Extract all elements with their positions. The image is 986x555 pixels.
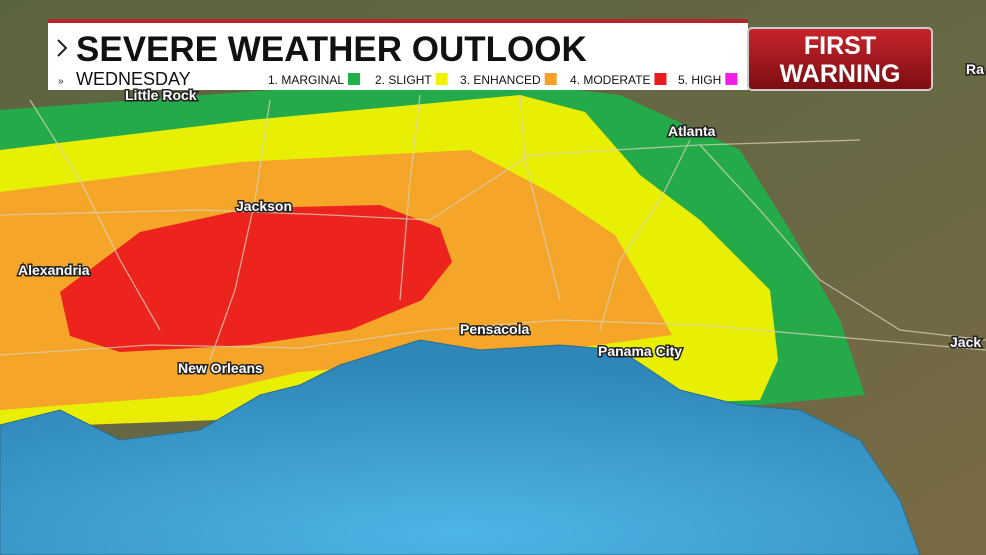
title: SEVERE WEATHER OUTLOOK [76, 30, 587, 69]
risk-moderate-area [60, 205, 452, 352]
legend-swatch [725, 73, 738, 85]
legend-label: 5. HIGH [678, 73, 721, 87]
logo-line2: WARNING [780, 60, 901, 88]
legend-label: 4. MODERATE [570, 73, 650, 87]
legend: 1. MARGINAL 2. SLIGHT 3. ENHANCED 4. MODERA… [268, 73, 738, 87]
header-accent [48, 19, 748, 23]
legend-swatch [435, 73, 448, 85]
city-labels: Little Rock Atlanta Jackson Alexandria New O… [17, 60, 986, 378]
legend-label: 1. MARGINAL [268, 73, 344, 87]
header-panel [48, 23, 748, 90]
city-label: Jackson [236, 198, 292, 214]
legend-swatch [654, 73, 667, 85]
header-chevron [57, 39, 68, 57]
legend-swatch [348, 73, 361, 85]
city-label: Little Rock [125, 87, 197, 103]
subtitle-chevron: » [58, 76, 64, 87]
city-label: Jack [950, 334, 981, 350]
city-label: Pensacola [460, 321, 529, 337]
city-label: New Orleans [178, 360, 263, 376]
city-label: Panama City [598, 343, 682, 359]
legend-swatch [544, 73, 557, 85]
logo-line1: FIRST [804, 32, 876, 60]
subtitle: WEDNESDAY [76, 69, 191, 89]
legend-label: 2. SLIGHT [375, 73, 432, 87]
city-label: Alexandria [18, 262, 90, 278]
logo-badge [747, 27, 933, 91]
roads [0, 94, 986, 361]
gulf-water [0, 339, 921, 555]
city-label: Atlanta [668, 123, 716, 139]
legend-label: 3. ENHANCED [460, 73, 541, 87]
city-label: Ra [966, 61, 984, 77]
